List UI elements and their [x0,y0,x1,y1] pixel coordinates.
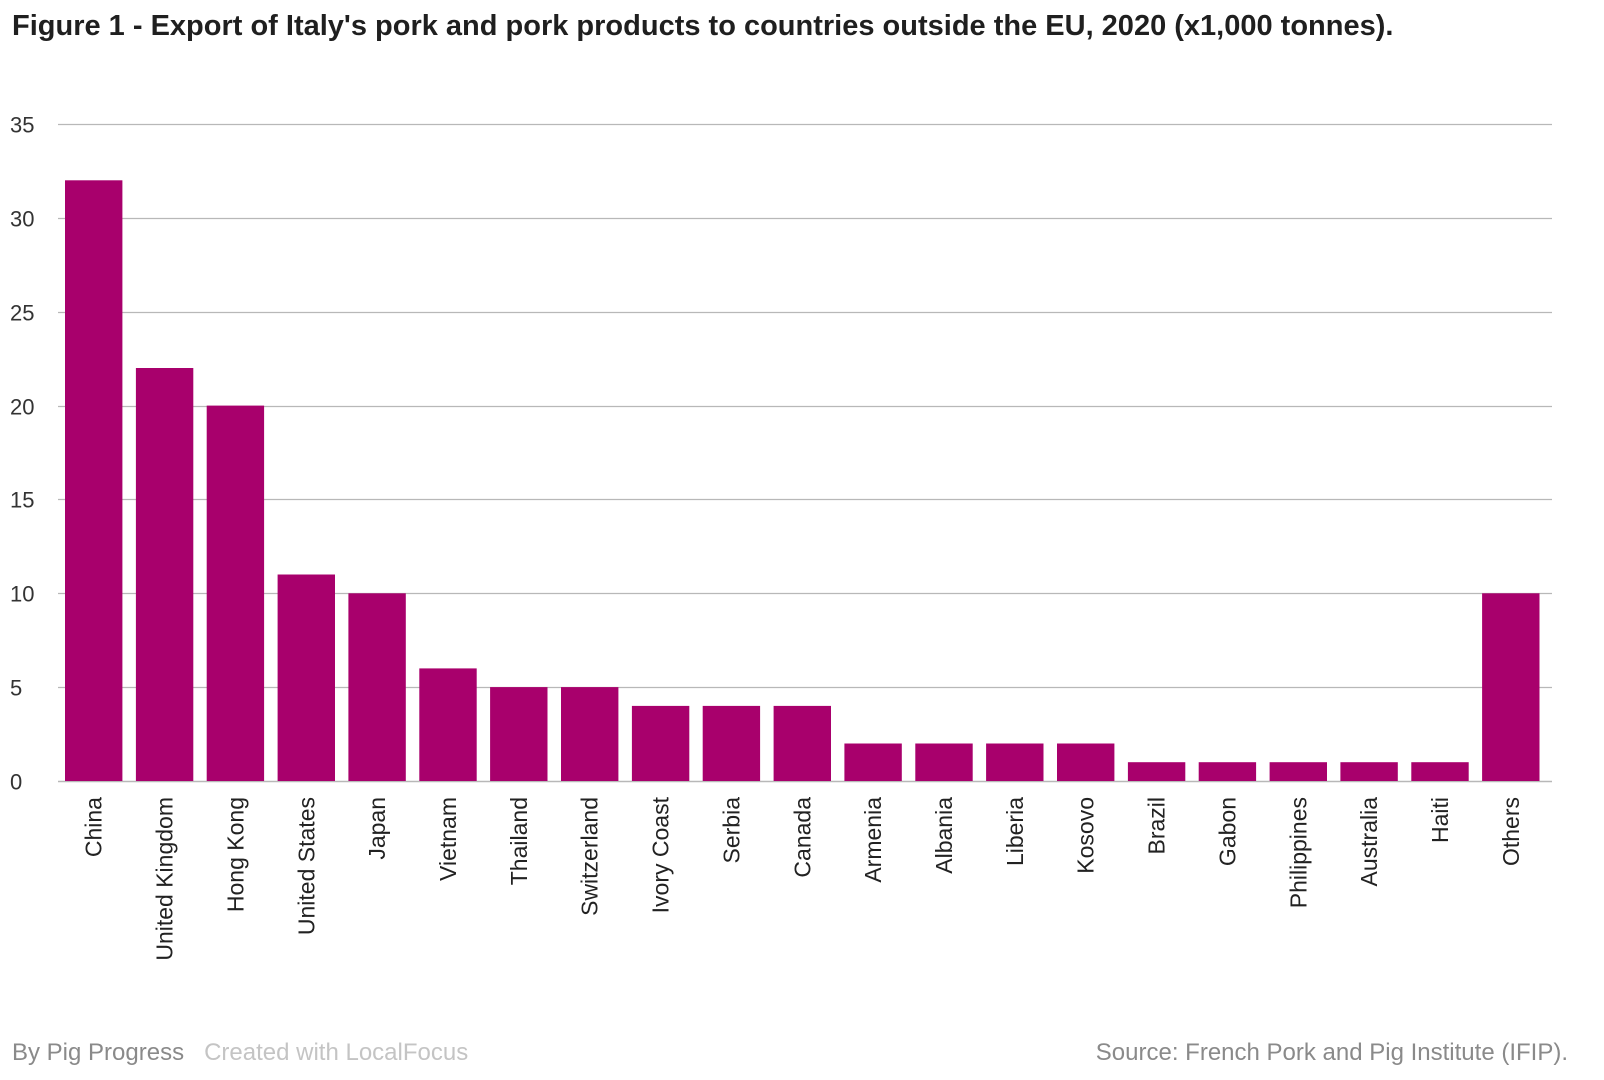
footer-credits: By Pig Progress Created with LocalFocus [12,1038,468,1068]
x-tick-label: Gabon [1214,797,1240,866]
bar-kosovo[interactable] [1057,743,1115,782]
bar-gabon[interactable] [1198,762,1257,781]
x-tick-label: Brazil [1144,797,1170,855]
bar-japan[interactable] [348,593,406,781]
y-axis-ticks: 0 5 10 15 20 25 30 35 [10,113,34,795]
y-tick-label: 20 [10,395,34,420]
x-tick-label: Japan [364,797,390,860]
x-tick-label: United States [293,797,319,935]
x-tick-label: Canada [789,797,815,878]
bar-albania[interactable] [915,743,973,782]
bar-thailand[interactable] [490,687,548,781]
x-tick-label: Haiti [1427,797,1453,843]
bar-liberia[interactable] [986,743,1044,782]
x-tick-label: Albania [931,797,957,874]
bar-serbia[interactable] [702,705,761,781]
x-tick-label: Armenia [860,797,886,883]
bar-canada[interactable] [773,705,831,781]
y-tick-label: 15 [10,488,34,513]
bar-ivory-coast[interactable] [631,705,690,781]
byline-text: By Pig Progress [12,1039,185,1066]
x-tick-label: Others [1498,797,1524,866]
x-tick-label: Thailand [506,797,532,885]
x-tick-label: China [81,797,107,857]
x-tick-label: Vietnam [435,797,461,881]
x-tick-label: Kosovo [1073,797,1099,874]
bar-switzerland[interactable] [561,687,619,781]
x-tick-label: United Kingdom [152,797,178,961]
y-tick-label: 0 [10,770,22,795]
bars [65,180,1540,782]
x-tick-label: Switzerland [577,797,603,916]
x-tick-label: Liberia [1002,797,1028,866]
x-tick-label: Serbia [718,797,744,864]
bar-united-kingdom[interactable] [135,368,194,781]
y-tick-label: 25 [10,301,34,326]
x-tick-label: Hong Kong [222,797,248,912]
source-note: Source: French Pork and Pig Institute (I… [1095,1039,1568,1066]
created-with-link[interactable]: Created with LocalFocus [204,1039,469,1066]
bar-haiti[interactable] [1411,762,1469,781]
bar-australia[interactable] [1340,762,1398,781]
x-axis-labels: China United Kingdom Hong Kong United State… [81,796,1524,960]
bar-armenia[interactable] [844,743,902,782]
x-tick-label: Philippines [1285,797,1311,908]
bar-brazil[interactable] [1127,762,1186,781]
bar-chart: 0 5 10 15 20 25 30 35 China United Kingdom Hong K… [10,113,1552,961]
bar-united-states[interactable] [277,574,335,782]
bar-china[interactable] [65,180,123,782]
chart-title: Figure 1 - Export of Italy's pork and po… [12,10,1394,42]
bar-vietnam[interactable] [419,668,477,781]
bar-hong-kong[interactable] [206,405,265,781]
y-tick-label: 10 [10,582,34,607]
bar-philippines[interactable] [1269,762,1327,781]
y-tick-label: 35 [10,113,34,138]
x-tick-label: Ivory Coast [648,796,674,913]
y-tick-label: 5 [10,676,22,701]
bar-others[interactable] [1482,593,1540,781]
y-tick-label: 30 [10,207,34,232]
x-tick-label: Australia [1356,797,1382,887]
